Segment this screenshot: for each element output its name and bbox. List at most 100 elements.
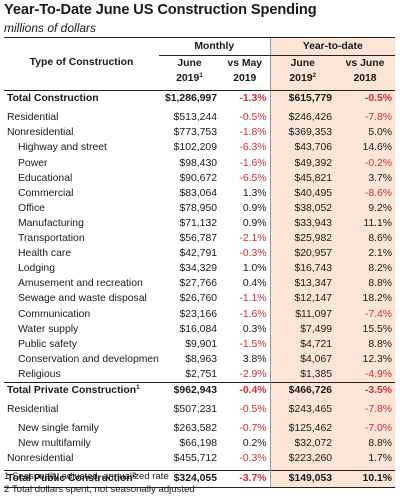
row-spacer [4, 417, 396, 422]
cell-june-2019: $773,753 [173, 127, 217, 139]
table-row: Water supply $16,084 0.3% $7,499 15.5% [4, 321, 396, 337]
cell-ytd-june-2019: $43,706 [269, 140, 336, 156]
cell-vs-june-2018: 2.1% [335, 246, 396, 262]
cell-june-2019: $66,198 [179, 438, 217, 450]
cell-june-2019: $23,166 [179, 308, 217, 320]
cell-vs-may-2019: 0.9% [242, 217, 267, 229]
cell-vs-may-2019: 1.3% [242, 187, 267, 199]
cell-ytd-june-2019: $1,385 [269, 366, 336, 383]
cell-ytd-june-2019: $246,426 [269, 110, 336, 126]
cell-ytd-june-2019: $4,721 [269, 336, 336, 352]
row-label: Nonresidential [7, 127, 74, 139]
table-row: Nonresidential $455,712 -0.3% $223,260 1.7% [4, 451, 396, 467]
cell-ytd-june-2019: $149,053 [269, 470, 336, 488]
cell-vs-may-2019: 0.3% [242, 323, 267, 335]
cell-vs-june-2018: 10.1% [335, 470, 396, 488]
header-vs-may-2019: vs May 2019 [227, 58, 263, 85]
cell-june-2019: $1,286,997 [164, 93, 217, 105]
cell-june-2019: $513,244 [173, 112, 217, 124]
cell-vs-may-2019: -0.3% [239, 453, 267, 465]
table-row: Power $98,430 -1.6% $49,392 -0.2% [4, 155, 396, 171]
table-row: Lodging $34,329 1.0% $16,743 8.2% [4, 261, 396, 277]
row-label: Health care [18, 248, 72, 260]
cell-ytd-june-2019: $38,052 [269, 200, 336, 216]
cell-june-2019: $102,209 [173, 142, 217, 154]
row-label: Residential [7, 112, 59, 124]
cell-vs-june-2018: -3.5% [335, 381, 396, 399]
cell-ytd-june-2019: $12,147 [269, 291, 336, 307]
header-june-2019-monthly: June 20191 [176, 58, 203, 85]
table-row: New single family $263,582 -0.7% $125,462 -7… [4, 421, 396, 437]
cell-june-2019: $263,582 [173, 423, 217, 435]
cell-june-2019: $455,712 [173, 453, 217, 465]
table-row: Manufacturing $71,132 0.9% $33,943 11.1% [4, 215, 396, 232]
table-row: Office $78,950 0.9% $38,052 9.2% [4, 200, 396, 216]
page-title: Year-To-Date June US Construction Spendi… [4, 2, 317, 18]
table-row: Educational $90,672 -6.5% $45,821 3.7% [4, 170, 396, 186]
header-year-to-date: Year-to-date [269, 37, 396, 56]
row-label: Communication [18, 308, 91, 320]
cell-june-2019: $90,672 [179, 172, 217, 184]
table-row: Communication $23,166 -1.6% $11,097 -7.4% [4, 306, 396, 322]
cell-vs-june-2018: 8.6% [335, 231, 396, 247]
footnote-2: 2 Total dollars spent, not seasonally ad… [4, 484, 195, 495]
cell-vs-june-2018: -7.8% [335, 110, 396, 126]
cell-vs-may-2019: -0.5% [239, 404, 267, 416]
cell-vs-may-2019: -6.3% [239, 142, 267, 154]
cell-vs-june-2018: -7.8% [335, 402, 396, 418]
cell-ytd-june-2019: $40,495 [269, 185, 336, 201]
cell-june-2019: $98,430 [179, 157, 217, 169]
table-row: Health care $42,791 -0.3% $20,957 2.1% [4, 246, 396, 262]
header-type-of-construction: Type of Construction [4, 37, 159, 87]
row-label: Power [18, 157, 48, 169]
cell-vs-june-2018: 12.3% [335, 351, 396, 367]
table-row: Total Private Construction1 $962,943 -0.4%… [4, 381, 396, 399]
table-row: Residential $513,244 -0.5% $246,426 -7.8% [4, 110, 396, 126]
row-label: Total Public Construction2 [4, 470, 159, 488]
table-row: Transportation $56,787 -2.1% $25,982 8.6% [4, 231, 396, 247]
table-row: Commercial $83,064 1.3% $40,495 -8.6% [4, 185, 396, 201]
cell-vs-june-2018: 8.8% [335, 436, 396, 452]
cell-june-2019: $16,084 [179, 323, 217, 335]
cell-vs-may-2019: -1.1% [239, 293, 267, 305]
table-row: Amusement and recreation $27,766 0.4% $13,3… [4, 276, 396, 292]
row-spacer [4, 398, 396, 403]
cell-vs-may-2019: -2.1% [239, 233, 267, 245]
footnote-1: 1 Seasonally adjusted, annualized rate [4, 471, 169, 482]
cell-june-2019: $324,055 [159, 470, 220, 488]
cell-vs-may-2019: 3.8% [242, 353, 267, 365]
row-label: New single family [18, 423, 99, 435]
table-row: New multifamily $66,198 0.2% $32,072 8.8% [4, 436, 396, 452]
cell-vs-june-2018: -4.9% [335, 366, 396, 383]
cell-vs-may-2019: -2.9% [239, 368, 267, 380]
cell-vs-may-2019: -1.5% [239, 338, 267, 350]
cell-june-2019: $78,950 [179, 202, 217, 214]
cell-ytd-june-2019: $25,982 [269, 231, 336, 247]
cell-vs-may-2019: -0.3% [239, 248, 267, 260]
table-row: Highway and street $102,209 -6.3% $43,706 14… [4, 140, 396, 156]
table-row: Total Construction $1,286,997 -1.3% $615,77… [4, 90, 396, 107]
cell-ytd-june-2019: $32,072 [269, 436, 336, 452]
cell-vs-june-2018: 8.2% [335, 261, 396, 277]
cell-ytd-june-2019: $4,067 [269, 351, 336, 367]
cell-june-2019: $9,901 [185, 338, 217, 350]
cell-june-2019: $8,963 [185, 353, 217, 365]
row-label: Highway and street [18, 142, 107, 154]
cell-vs-june-2018: 11.1% [335, 215, 396, 232]
row-label: Amusement and recreation [18, 278, 143, 290]
cell-june-2019: $27,766 [179, 278, 217, 290]
row-label: Public safety [18, 338, 77, 350]
cell-vs-june-2018: -7.4% [335, 306, 396, 322]
table-body: Total Construction $1,286,997 -1.3% $615,77… [4, 90, 396, 488]
row-label: Residential [7, 404, 59, 416]
cell-vs-june-2018: 14.6% [335, 140, 396, 156]
table-row: Public safety $9,901 -1.5% $4,721 8.8% [4, 336, 396, 352]
cell-vs-june-2018: 5.0% [335, 125, 396, 141]
cell-ytd-june-2019: $49,392 [269, 155, 336, 171]
cell-vs-may-2019: -3.7% [220, 470, 271, 488]
cell-june-2019: $507,231 [173, 404, 217, 416]
table-row: Total Public Construction2 $324,055 -3.7% $… [4, 470, 396, 488]
cell-june-2019: $83,064 [179, 187, 217, 199]
row-label: Educational [18, 172, 73, 184]
cell-vs-june-2018: 8.8% [335, 336, 396, 352]
